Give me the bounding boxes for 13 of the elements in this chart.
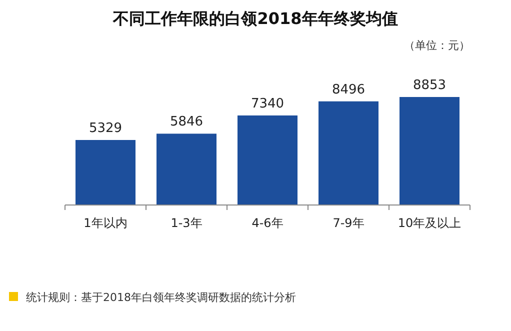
category: 4-6年 bbox=[252, 216, 284, 230]
data-label: 8853 bbox=[412, 78, 446, 93]
data-label: 5329 bbox=[88, 121, 122, 136]
data-label: 7340 bbox=[250, 96, 284, 112]
category: 1-3年 bbox=[170, 216, 202, 230]
data-label: 5846 bbox=[170, 114, 204, 130]
data-label: 8496 bbox=[332, 82, 366, 98]
category: 7-9年 bbox=[332, 216, 364, 230]
category: 10年及以上 bbox=[398, 216, 462, 230]
annotation: （单位：元） bbox=[404, 39, 470, 52]
title: 不同工作年限的白领2018年年终奖均值 bbox=[113, 9, 398, 28]
category: 1年以内 bbox=[84, 216, 128, 230]
annotation: 统计规则：基于2018年白领年终奖调研数据的统计分析 bbox=[26, 291, 296, 304]
